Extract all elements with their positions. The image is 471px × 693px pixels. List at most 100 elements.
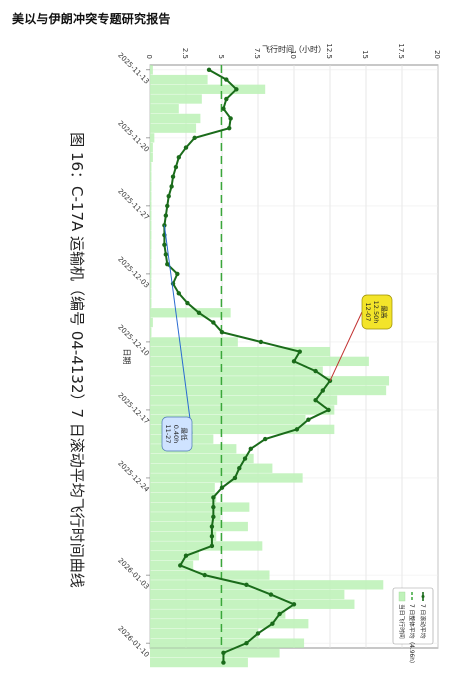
- daily-flight-bar: [150, 249, 152, 260]
- legend-label-rolling: 7 日滚动平均: [419, 604, 427, 639]
- min-callout-title: 最低: [180, 428, 189, 442]
- daily-flight-bar: [150, 142, 153, 153]
- daily-flight-bar: [150, 531, 217, 541]
- x-tick-label: 2025-12-03: [116, 255, 150, 289]
- x-tick-label: 2025-11-27: [116, 187, 150, 221]
- y-tick-label: 15: [361, 50, 369, 59]
- daily-flight-bar: [150, 366, 323, 376]
- rolling-average-point: [221, 660, 226, 665]
- rolling-average-point: [183, 553, 189, 558]
- daily-flight-bar: [150, 210, 152, 221]
- daily-flight-bar: [150, 162, 152, 172]
- y-tick-label: 12.5: [325, 43, 333, 59]
- daily-flight-bar: [150, 599, 355, 609]
- rolling-average-point: [178, 563, 183, 568]
- rolling-average-point: [163, 213, 169, 218]
- caption-wrap: 图 16：C-17A 运输机（编号 04-4132）7 日滚动平均飞行时间曲线: [68, 132, 86, 588]
- rolling-average-point: [219, 485, 225, 490]
- rolling-average-point: [211, 320, 216, 325]
- rolling-average-point: [166, 193, 171, 199]
- x-axis-label: 日期: [122, 349, 131, 365]
- rolling-average-point: [211, 514, 216, 520]
- legend-bar-marker: [398, 591, 406, 602]
- x-tick-label: 2025-11-20: [116, 119, 150, 153]
- rotated-figure-frame: 最高 12.50h 12-07 最低 0.40h 11-27 0 2.5 5 7.5 10 12.5…: [60, 40, 450, 680]
- daily-flight-bar: [150, 317, 153, 328]
- daily-flight-bar: [150, 551, 199, 561]
- daily-flight-bar: [150, 619, 309, 629]
- legend-label-daily: 当日飞行时间: [398, 604, 406, 639]
- rolling-average-point: [244, 640, 249, 646]
- rolling-average-point: [294, 427, 300, 432]
- daily-flight-bar: [150, 337, 238, 347]
- daily-flight-bar: [150, 541, 263, 551]
- daily-flight-bar: [150, 628, 258, 639]
- legend-box: [392, 587, 434, 645]
- daily-flight-bar: [150, 346, 330, 357]
- daily-flight-bar: [150, 483, 215, 493]
- min-callout-line: [163, 225, 193, 435]
- rolling-average-point: [202, 572, 207, 578]
- daily-flight-bar: [150, 308, 231, 318]
- daily-flight-bar: [150, 240, 152, 250]
- daily-flight-bar: [150, 152, 153, 162]
- daily-flight-bar: [150, 278, 152, 289]
- daily-flight-bar: [150, 512, 221, 522]
- rolling-average-point: [270, 621, 275, 626]
- rolling-average-point: [226, 125, 232, 131]
- daily-flight-bar: [150, 123, 197, 133]
- rolling-average-point: [258, 339, 264, 345]
- legend-label-mean: 7 日整体平均（4.96h）: [408, 604, 416, 667]
- y-tick-label: 20: [433, 50, 441, 59]
- daily-flight-bar: [150, 492, 217, 503]
- rolling-average-point: [224, 77, 229, 82]
- daily-flight-bar: [150, 502, 250, 512]
- daily-flight-bar: [150, 298, 152, 308]
- rolling-average-point: [165, 261, 170, 267]
- daily-flight-bar: [150, 395, 338, 405]
- y-tick-label: 17.5: [397, 43, 405, 59]
- rolling-average-point: [313, 368, 318, 374]
- daily-flight-bar: [150, 172, 152, 182]
- rolling-average-point: [162, 242, 167, 247]
- x-tick-label: 2026-01-10: [116, 625, 150, 659]
- rolling-average-point: [320, 388, 325, 393]
- legend-line-point: [421, 595, 425, 598]
- rolling-average-point: [192, 135, 197, 141]
- rolling-average-point: [221, 106, 226, 111]
- daily-flight-bar: [149, 385, 387, 396]
- rolling-average-point: [175, 271, 180, 277]
- daily-flight-bar: [149, 104, 179, 114]
- rolling-average-point: [170, 174, 176, 179]
- rolling-average-point: [211, 495, 216, 500]
- rolling-average-point: [209, 524, 215, 529]
- max-callout-value: 12.50h: [372, 301, 380, 324]
- rolling-average-point: [221, 650, 226, 656]
- daily-flight-bar: [150, 230, 152, 240]
- daily-flight-bar: [149, 113, 201, 124]
- y-tick-label: 7.5: [253, 48, 261, 59]
- rolling-average-point: [277, 611, 282, 617]
- rolling-average-point: [209, 534, 215, 539]
- rolling-average-point: [306, 417, 311, 422]
- max-callout-date: 12-07: [364, 303, 372, 322]
- rolling-average-point: [234, 87, 239, 92]
- rolling-average-point: [244, 582, 249, 588]
- daily-flight-bar: [149, 463, 273, 473]
- rolling-average-point: [232, 475, 238, 481]
- rolling-average-point: [185, 300, 190, 306]
- daily-flight-bar: [150, 473, 303, 483]
- rolling-average-point: [248, 446, 253, 452]
- rolling-average-point: [209, 543, 215, 549]
- daily-flight-bar: [149, 94, 202, 104]
- rolling-average-point: [206, 67, 212, 73]
- max-callout-title: 最高: [380, 306, 389, 320]
- rolling-average-point: [242, 456, 248, 461]
- daily-flight-bar: [150, 65, 153, 75]
- daily-flight-bar: [150, 259, 152, 269]
- daily-flight-bar: [150, 74, 208, 85]
- rolling-average-point: [211, 504, 216, 510]
- min-callout-value: 0.40h: [172, 425, 180, 444]
- daily-flight-bar: [150, 580, 384, 590]
